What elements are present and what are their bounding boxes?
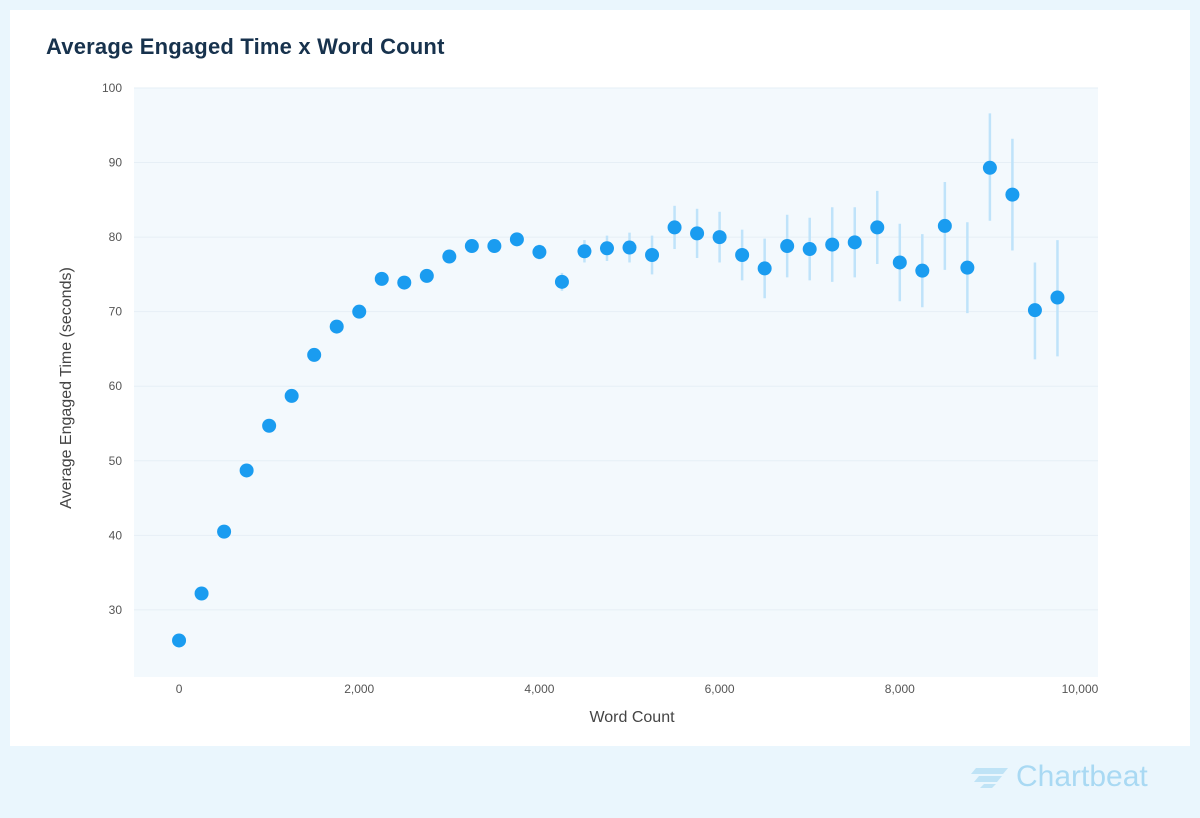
data-point [284, 388, 299, 403]
x-tick-label: 8,000 [885, 682, 915, 696]
chartbeat-logo-text: Chartbeat [1016, 760, 1148, 793]
x-tick-label: 2,000 [344, 682, 374, 696]
grid-lines [134, 87, 1098, 611]
y-tick-label: 30 [109, 603, 123, 617]
y-tick-label: 80 [109, 230, 123, 244]
data-point [690, 226, 705, 241]
data-point [870, 220, 885, 235]
data-point [847, 235, 862, 250]
data-point [442, 249, 457, 264]
data-point [397, 275, 412, 290]
y-tick-label: 100 [102, 81, 122, 95]
data-point [667, 220, 682, 235]
data-point [239, 463, 254, 478]
y-axis-ticks: 30 40 50 60 70 80 90 100 [102, 81, 122, 617]
data-point [892, 255, 907, 270]
data-point [464, 239, 479, 254]
y-tick-label: 50 [109, 454, 123, 468]
data-point [599, 241, 614, 256]
plot-area [134, 88, 1098, 677]
data-point [352, 304, 367, 319]
y-tick-label: 60 [109, 379, 123, 393]
y-axis-label: Average Engaged Time (seconds) [58, 267, 75, 509]
x-tick-label: 0 [176, 682, 183, 696]
data-point [509, 232, 524, 247]
data-point [532, 245, 547, 260]
data-point [577, 244, 592, 259]
data-point [329, 319, 344, 334]
x-axis-label: Word Count [589, 709, 675, 726]
data-points [172, 160, 1065, 648]
data-point [960, 260, 975, 275]
data-point [622, 240, 637, 255]
data-point [780, 239, 795, 254]
x-tick-label: 6,000 [705, 682, 735, 696]
x-tick-label: 4,000 [524, 682, 554, 696]
data-point [554, 274, 569, 289]
y-tick-label: 70 [109, 305, 123, 319]
data-point [194, 586, 209, 601]
data-point [982, 160, 997, 175]
data-point [487, 239, 502, 254]
data-point [217, 524, 232, 539]
y-tick-label: 40 [109, 528, 123, 542]
data-point [645, 248, 660, 263]
data-point [735, 248, 750, 263]
data-point [172, 633, 187, 648]
x-axis-ticks: 0 2,000 4,000 6,000 8,000 10,000 [176, 682, 1099, 696]
chartbeat-logo: Chartbeat [970, 760, 1148, 794]
data-point [1050, 290, 1065, 305]
data-point [915, 263, 930, 278]
data-point [1027, 303, 1042, 318]
data-point [262, 418, 277, 433]
data-point [937, 218, 952, 233]
chart-title: Average Engaged Time x Word Count [46, 34, 445, 59]
data-point [307, 347, 322, 362]
data-point [1005, 187, 1020, 202]
y-tick-label: 90 [109, 156, 123, 170]
x-tick-label: 10,000 [1062, 682, 1099, 696]
data-point [712, 230, 727, 245]
data-point [374, 271, 389, 286]
chartbeat-logo-icon [971, 768, 1008, 788]
data-point [419, 268, 434, 283]
data-point [757, 261, 772, 276]
data-point [802, 242, 817, 257]
data-point [825, 237, 840, 252]
